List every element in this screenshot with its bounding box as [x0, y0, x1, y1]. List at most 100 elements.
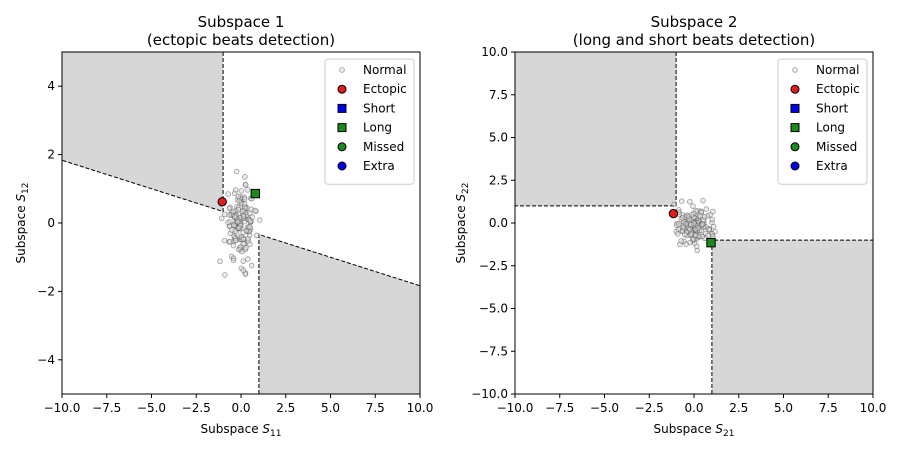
y-tick-label: −10.0 [471, 387, 508, 401]
normal-point [240, 213, 247, 219]
x-tick-label: −2.5 [182, 401, 211, 415]
x-tick-label: −7.5 [92, 401, 121, 415]
chart-subtitle: (long and short beats detection) [573, 31, 815, 49]
legend-marker-extra [337, 161, 347, 171]
chart-subtitle: (ectopic beats detection) [147, 31, 335, 49]
x-axis-label: Subspace S21 [654, 422, 735, 439]
x-tick-label: 2.5 [729, 401, 748, 415]
normal-point [674, 231, 681, 237]
y-tick-label: 2.5 [489, 173, 508, 187]
x-tick-label: 7.5 [819, 401, 838, 415]
normal-point [230, 257, 237, 264]
normal-point [242, 174, 248, 180]
x-tick-label: 7.5 [366, 401, 385, 415]
y-tick-label: 2 [47, 148, 55, 162]
legend-marker-ectopic [790, 84, 800, 94]
legend-label-normal: Normal [363, 63, 406, 77]
normal-point [678, 238, 684, 244]
normal-point [703, 206, 710, 212]
y-axis-label: Subspace S22 [454, 183, 471, 264]
normal-point [221, 237, 228, 244]
legend-marker-short [337, 103, 347, 113]
normal-point [222, 272, 228, 278]
normal-point [241, 196, 248, 202]
normal-point [243, 227, 250, 234]
normal-point [687, 226, 693, 233]
x-tick-label: 0.0 [684, 401, 703, 415]
legend-label-missed: Missed [363, 140, 404, 154]
normal-point [242, 181, 249, 188]
legend-marker-long [790, 123, 800, 133]
normal-point [244, 187, 251, 193]
legend: Normal Ectopic Short Long Missed Extra [324, 58, 415, 185]
x-tick-label: −10.0 [497, 401, 534, 415]
long-point [250, 188, 261, 199]
y-tick-label: −5.0 [479, 302, 508, 316]
legend-marker-long [337, 123, 347, 133]
subplot-subspace-1: −10.0 −7.5 −5.0 −2.5 0.0 2.5 5.0 7.5 10.0 −4 −2 0 2 4… [14, 13, 433, 439]
legend-marker-normal [792, 67, 798, 73]
normal-point [697, 213, 703, 219]
legend-box [324, 58, 415, 185]
boundary-line [62, 52, 224, 213]
y-tick-label: −4 [37, 353, 55, 367]
normal-point [226, 212, 232, 218]
normal-point [687, 198, 693, 205]
normal-point [679, 215, 686, 221]
normal-point [240, 267, 247, 274]
plot-area [515, 52, 873, 394]
x-tick-label: −5.0 [137, 401, 166, 415]
y-tick-label: 10.0 [481, 45, 508, 59]
legend-label-missed: Missed [816, 140, 857, 154]
normal-point [700, 197, 706, 204]
x-tick-label: 0.0 [231, 401, 250, 415]
x-tick-label: −7.5 [545, 401, 574, 415]
legend-label-short: Short [363, 101, 395, 115]
ectopic-point [217, 197, 227, 207]
legend-marker-ectopic [337, 84, 347, 94]
normal-point [712, 228, 718, 235]
shaded-region [258, 234, 420, 394]
normal-point [252, 207, 258, 214]
normal-point [240, 258, 247, 264]
normal-point [231, 190, 238, 197]
legend-box [777, 58, 868, 185]
normal-point [701, 213, 708, 220]
y-axis-label: Subspace S12 [14, 183, 31, 264]
normal-point [230, 208, 236, 215]
legend-marker-missed [337, 142, 347, 152]
legend-label-extra: Extra [816, 159, 848, 173]
normal-point [683, 241, 689, 247]
normal-point [232, 237, 239, 244]
normal-point [235, 193, 242, 200]
y-tick-label: −2.5 [479, 259, 508, 273]
y-tick-label: 0.0 [489, 216, 508, 230]
normal-point [230, 242, 237, 249]
normal-point [227, 238, 233, 245]
normal-point [225, 191, 231, 197]
legend-label-extra: Extra [363, 159, 395, 173]
normal-point [226, 205, 233, 212]
normal-point [248, 262, 255, 269]
normal-point [240, 208, 246, 214]
normal-point [257, 217, 263, 223]
normal-point [234, 218, 241, 225]
shaded-region [515, 52, 677, 206]
normal-point [235, 206, 242, 213]
x-tick-label: 2.5 [276, 401, 295, 415]
normal-point [675, 221, 682, 227]
normal-point [245, 235, 251, 242]
normal-point [247, 218, 254, 225]
normal-point [218, 215, 225, 222]
normal-point [688, 211, 695, 218]
normal-point [254, 232, 260, 239]
x-axis-label: Subspace S11 [201, 422, 282, 439]
normal-point [240, 240, 247, 247]
normal-point [680, 224, 687, 231]
x-tick-label: −10.0 [44, 401, 81, 415]
legend-label-long: Long [363, 121, 392, 135]
normal-point [236, 198, 243, 204]
normal-point [245, 256, 251, 262]
normal-point [709, 216, 716, 223]
normal-point [225, 219, 231, 226]
